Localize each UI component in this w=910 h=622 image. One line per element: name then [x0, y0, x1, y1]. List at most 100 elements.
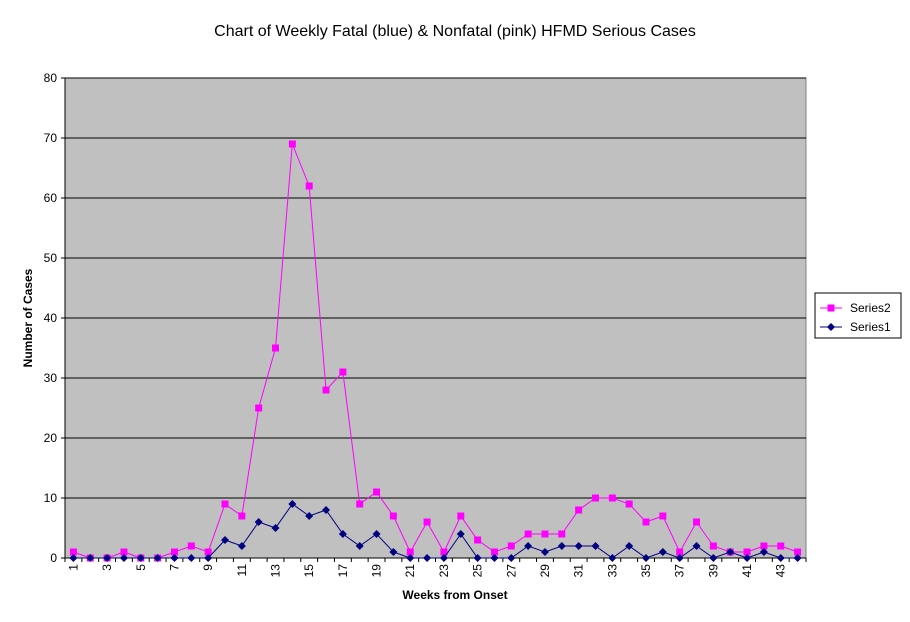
- x-tick-label: 39: [706, 564, 720, 578]
- data-point: [288, 500, 297, 508]
- legend-label: Series2: [850, 301, 891, 315]
- data-point: [187, 542, 195, 550]
- legend-item: Series1: [820, 320, 891, 334]
- data-point: [271, 524, 280, 532]
- data-point: [760, 542, 768, 550]
- data-point: [322, 506, 331, 514]
- data-point: [676, 548, 684, 556]
- data-point: [69, 554, 78, 562]
- legend-marker: [827, 323, 835, 331]
- data-point: [170, 554, 179, 562]
- data-point: [423, 518, 431, 526]
- y-axis-ticks: 0 10 20 30 40 50 60 70 80: [44, 71, 65, 565]
- data-point: [693, 518, 701, 526]
- data-point: [625, 500, 633, 508]
- data-point: [406, 554, 415, 562]
- x-tick-label: 13: [269, 564, 283, 578]
- y-tick-label: 30: [44, 371, 58, 385]
- data-point: [221, 500, 229, 508]
- data-point: [776, 554, 785, 562]
- y-tick-label: 10: [44, 491, 58, 505]
- data-point: [473, 554, 482, 562]
- x-tick-label: 27: [504, 564, 518, 578]
- data-point: [709, 542, 717, 550]
- series-series1: [69, 500, 802, 562]
- x-tick-label: 11: [235, 564, 249, 577]
- data-point: [759, 548, 768, 556]
- data-point: [373, 488, 381, 496]
- data-point: [625, 542, 634, 550]
- data-point: [777, 542, 785, 550]
- data-point: [507, 554, 516, 562]
- x-tick-label: 21: [403, 564, 417, 578]
- data-point: [456, 530, 465, 538]
- y-axis-title: Number of Cases: [21, 268, 35, 367]
- y-tick-label: 50: [44, 251, 58, 265]
- data-point: [406, 548, 414, 556]
- data-point: [524, 530, 532, 538]
- data-point: [204, 548, 212, 556]
- data-point: [675, 554, 684, 562]
- data-point: [591, 494, 599, 502]
- data-point: [120, 548, 128, 556]
- data-point: [558, 530, 566, 538]
- data-point: [69, 548, 77, 556]
- y-tick-label: 80: [44, 71, 58, 85]
- data-point: [642, 554, 651, 562]
- y-tick-label: 0: [50, 551, 57, 565]
- data-point: [726, 548, 735, 556]
- data-point: [793, 554, 802, 562]
- chart-title: Chart of Weekly Fatal (blue) & Nonfatal …: [214, 23, 696, 40]
- data-point: [187, 554, 196, 562]
- data-point: [490, 548, 498, 556]
- x-tick-label: 25: [471, 564, 485, 578]
- x-tick-label: 35: [639, 564, 653, 578]
- legend: Series2 Series1: [814, 292, 902, 339]
- data-point: [372, 530, 381, 538]
- data-point: [272, 344, 280, 352]
- gridlines: [65, 77, 806, 499]
- data-point: [743, 548, 751, 556]
- data-point: [119, 554, 128, 562]
- data-point: [608, 554, 617, 562]
- data-point: [255, 404, 263, 412]
- x-tick-label: 19: [370, 564, 384, 578]
- data-point: [389, 548, 398, 556]
- data-point: [136, 554, 145, 562]
- legend-item: Series2: [820, 301, 891, 315]
- data-point: [709, 554, 718, 562]
- data-point: [557, 542, 566, 550]
- data-point: [692, 542, 701, 550]
- x-tick-label: 17: [336, 564, 350, 578]
- x-tick-label: 9: [201, 564, 215, 571]
- series-layer: [69, 140, 802, 562]
- data-point: [153, 554, 162, 562]
- data-point: [305, 512, 314, 520]
- data-point: [338, 530, 347, 538]
- data-point: [356, 500, 364, 508]
- data-point: [591, 542, 600, 550]
- y-tick-label: 60: [44, 191, 58, 205]
- data-point: [86, 554, 95, 562]
- data-point: [220, 536, 229, 544]
- x-tick-label: 3: [100, 564, 114, 571]
- data-point: [575, 506, 583, 514]
- data-point: [305, 182, 313, 190]
- data-point: [238, 512, 246, 520]
- data-point: [170, 548, 178, 556]
- x-tick-label: 29: [538, 564, 552, 578]
- legend-marker: [827, 304, 835, 312]
- x-tick-label: 33: [605, 564, 619, 578]
- x-axis-title: Weeks from Onset: [402, 588, 507, 602]
- x-tick-label: 15: [302, 564, 316, 578]
- x-tick-label: 7: [167, 564, 181, 571]
- data-point: [794, 548, 802, 556]
- data-point: [490, 554, 499, 562]
- data-point: [540, 548, 549, 556]
- y-tick-label: 20: [44, 431, 58, 445]
- x-tick-label: 41: [740, 564, 754, 578]
- data-point: [743, 554, 752, 562]
- data-point: [339, 368, 347, 376]
- x-tick-label: 5: [134, 564, 148, 571]
